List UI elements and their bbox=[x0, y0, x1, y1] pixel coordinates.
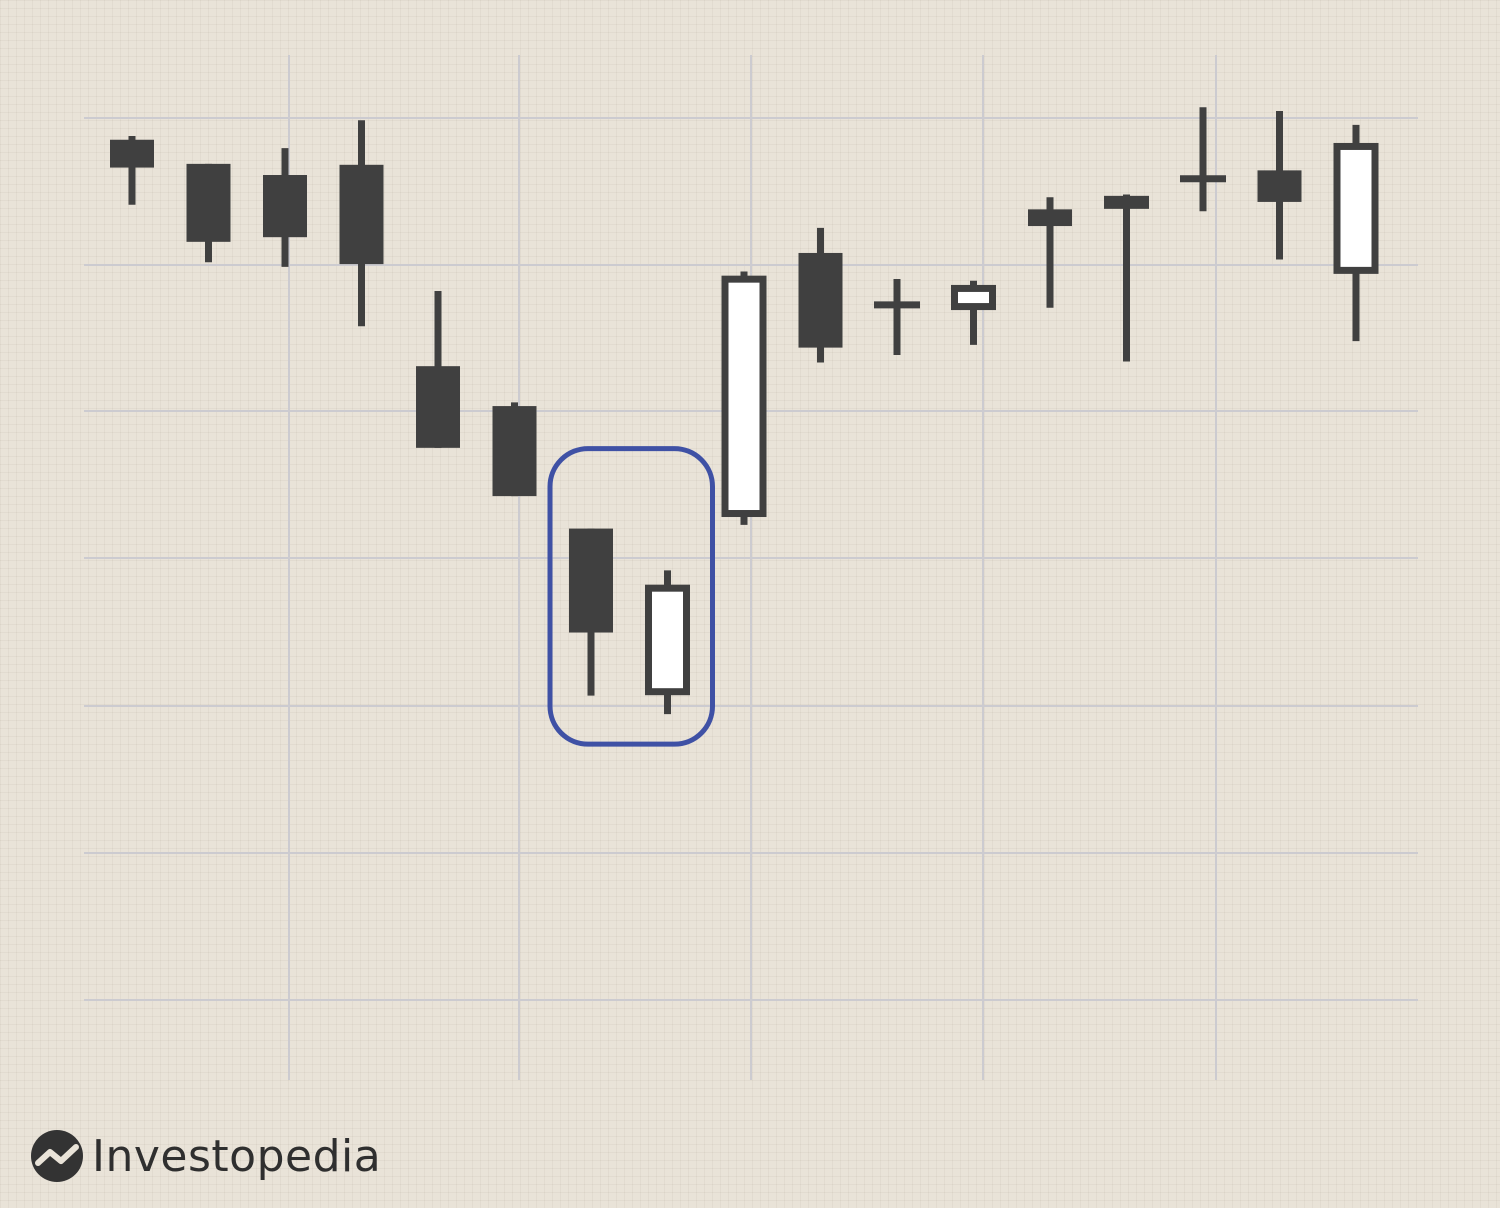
candle-body-13 bbox=[1104, 195, 1149, 209]
candle-body-12 bbox=[1028, 209, 1072, 227]
chart-grid bbox=[84, 55, 1418, 1080]
candle-7 bbox=[645, 570, 690, 715]
candle-body-5 bbox=[492, 406, 537, 497]
highlight-group bbox=[547, 446, 715, 747]
candle-body-2 bbox=[263, 175, 307, 238]
candle-body-9 bbox=[798, 252, 843, 348]
candle-2 bbox=[263, 148, 307, 267]
candle-body-6 bbox=[569, 528, 613, 633]
candle-body-16 bbox=[1333, 142, 1379, 274]
brand-logo: Investopedia bbox=[30, 1128, 381, 1184]
candle-body-4 bbox=[416, 366, 460, 448]
candle-body-7 bbox=[645, 584, 690, 696]
candle-0 bbox=[110, 136, 154, 205]
candles bbox=[110, 107, 1379, 715]
candle-12 bbox=[1028, 197, 1072, 308]
investopedia-logo-icon bbox=[31, 1130, 83, 1182]
candle-body-11 bbox=[951, 284, 996, 311]
candle-body-0 bbox=[110, 139, 154, 168]
candle-3 bbox=[339, 120, 384, 327]
candle-5 bbox=[492, 402, 537, 497]
candle-body-3 bbox=[339, 164, 384, 265]
candle-14 bbox=[1180, 107, 1226, 212]
highlight-box bbox=[547, 446, 715, 747]
candle-8 bbox=[721, 271, 767, 525]
candle-body-8 bbox=[721, 275, 767, 518]
candle-13 bbox=[1104, 194, 1149, 362]
candle-9 bbox=[798, 227, 843, 363]
candle-15 bbox=[1257, 110, 1302, 260]
candle-4 bbox=[416, 291, 460, 448]
candle-16 bbox=[1333, 124, 1379, 342]
candle-body-15 bbox=[1257, 170, 1302, 202]
candle-body-1 bbox=[186, 163, 231, 242]
candle-1 bbox=[186, 163, 231, 263]
candle-10 bbox=[874, 278, 920, 356]
brand-name: Investopedia bbox=[92, 1130, 382, 1182]
candle-6 bbox=[569, 528, 613, 696]
candle-11 bbox=[951, 280, 996, 345]
